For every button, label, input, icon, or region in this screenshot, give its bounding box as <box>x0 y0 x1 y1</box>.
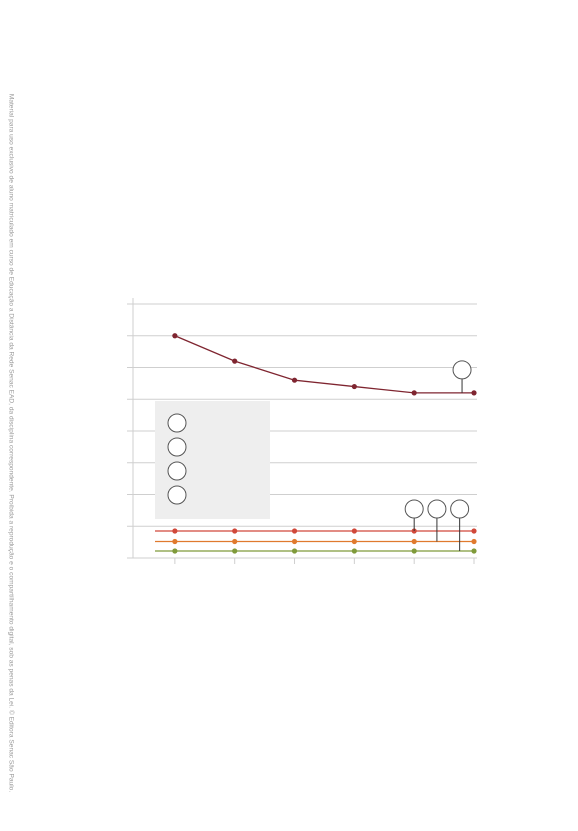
legend <box>155 401 270 519</box>
data-point-0-4 <box>411 390 417 396</box>
callout-circle-3 <box>450 499 470 519</box>
data-point-3-5 <box>471 548 477 554</box>
data-point-1-1 <box>232 528 238 534</box>
legend-marker-1 <box>167 437 187 457</box>
callout-circle-2 <box>427 499 447 519</box>
data-point-2-0 <box>172 538 178 545</box>
data-point-1-5 <box>471 528 477 534</box>
data-point-0-3 <box>351 383 357 390</box>
axes <box>127 298 477 564</box>
data-point-3-3 <box>351 548 357 554</box>
data-point-0-5 <box>471 390 477 396</box>
data-point-2-5 <box>471 538 477 545</box>
series-lines <box>155 333 477 554</box>
callout-circle-0 <box>452 360 472 380</box>
data-point-0-1 <box>232 358 238 364</box>
series-2 <box>155 538 477 545</box>
data-point-3-2 <box>291 548 298 554</box>
data-point-0-0 <box>172 333 178 339</box>
data-point-2-4 <box>411 538 417 545</box>
series-line-0 <box>174 335 475 394</box>
callout-markers <box>404 360 472 552</box>
callout-circle-1 <box>404 499 424 519</box>
series-1 <box>155 528 477 534</box>
data-point-1-3 <box>351 528 357 534</box>
data-point-3-1 <box>232 548 238 554</box>
data-point-2-2 <box>291 538 298 545</box>
data-point-2-3 <box>351 538 357 545</box>
data-point-3-0 <box>172 548 178 554</box>
series-0 <box>172 333 477 396</box>
data-point-1-0 <box>172 528 178 534</box>
data-point-3-4 <box>411 548 417 554</box>
data-point-1-2 <box>291 528 298 534</box>
legend-marker-0 <box>167 413 187 433</box>
legend-marker-3 <box>167 485 187 505</box>
data-point-2-1 <box>232 538 238 545</box>
data-point-1-4 <box>411 528 417 534</box>
legend-marker-2 <box>167 461 187 481</box>
series-3 <box>155 548 477 554</box>
data-point-0-2 <box>291 377 298 383</box>
